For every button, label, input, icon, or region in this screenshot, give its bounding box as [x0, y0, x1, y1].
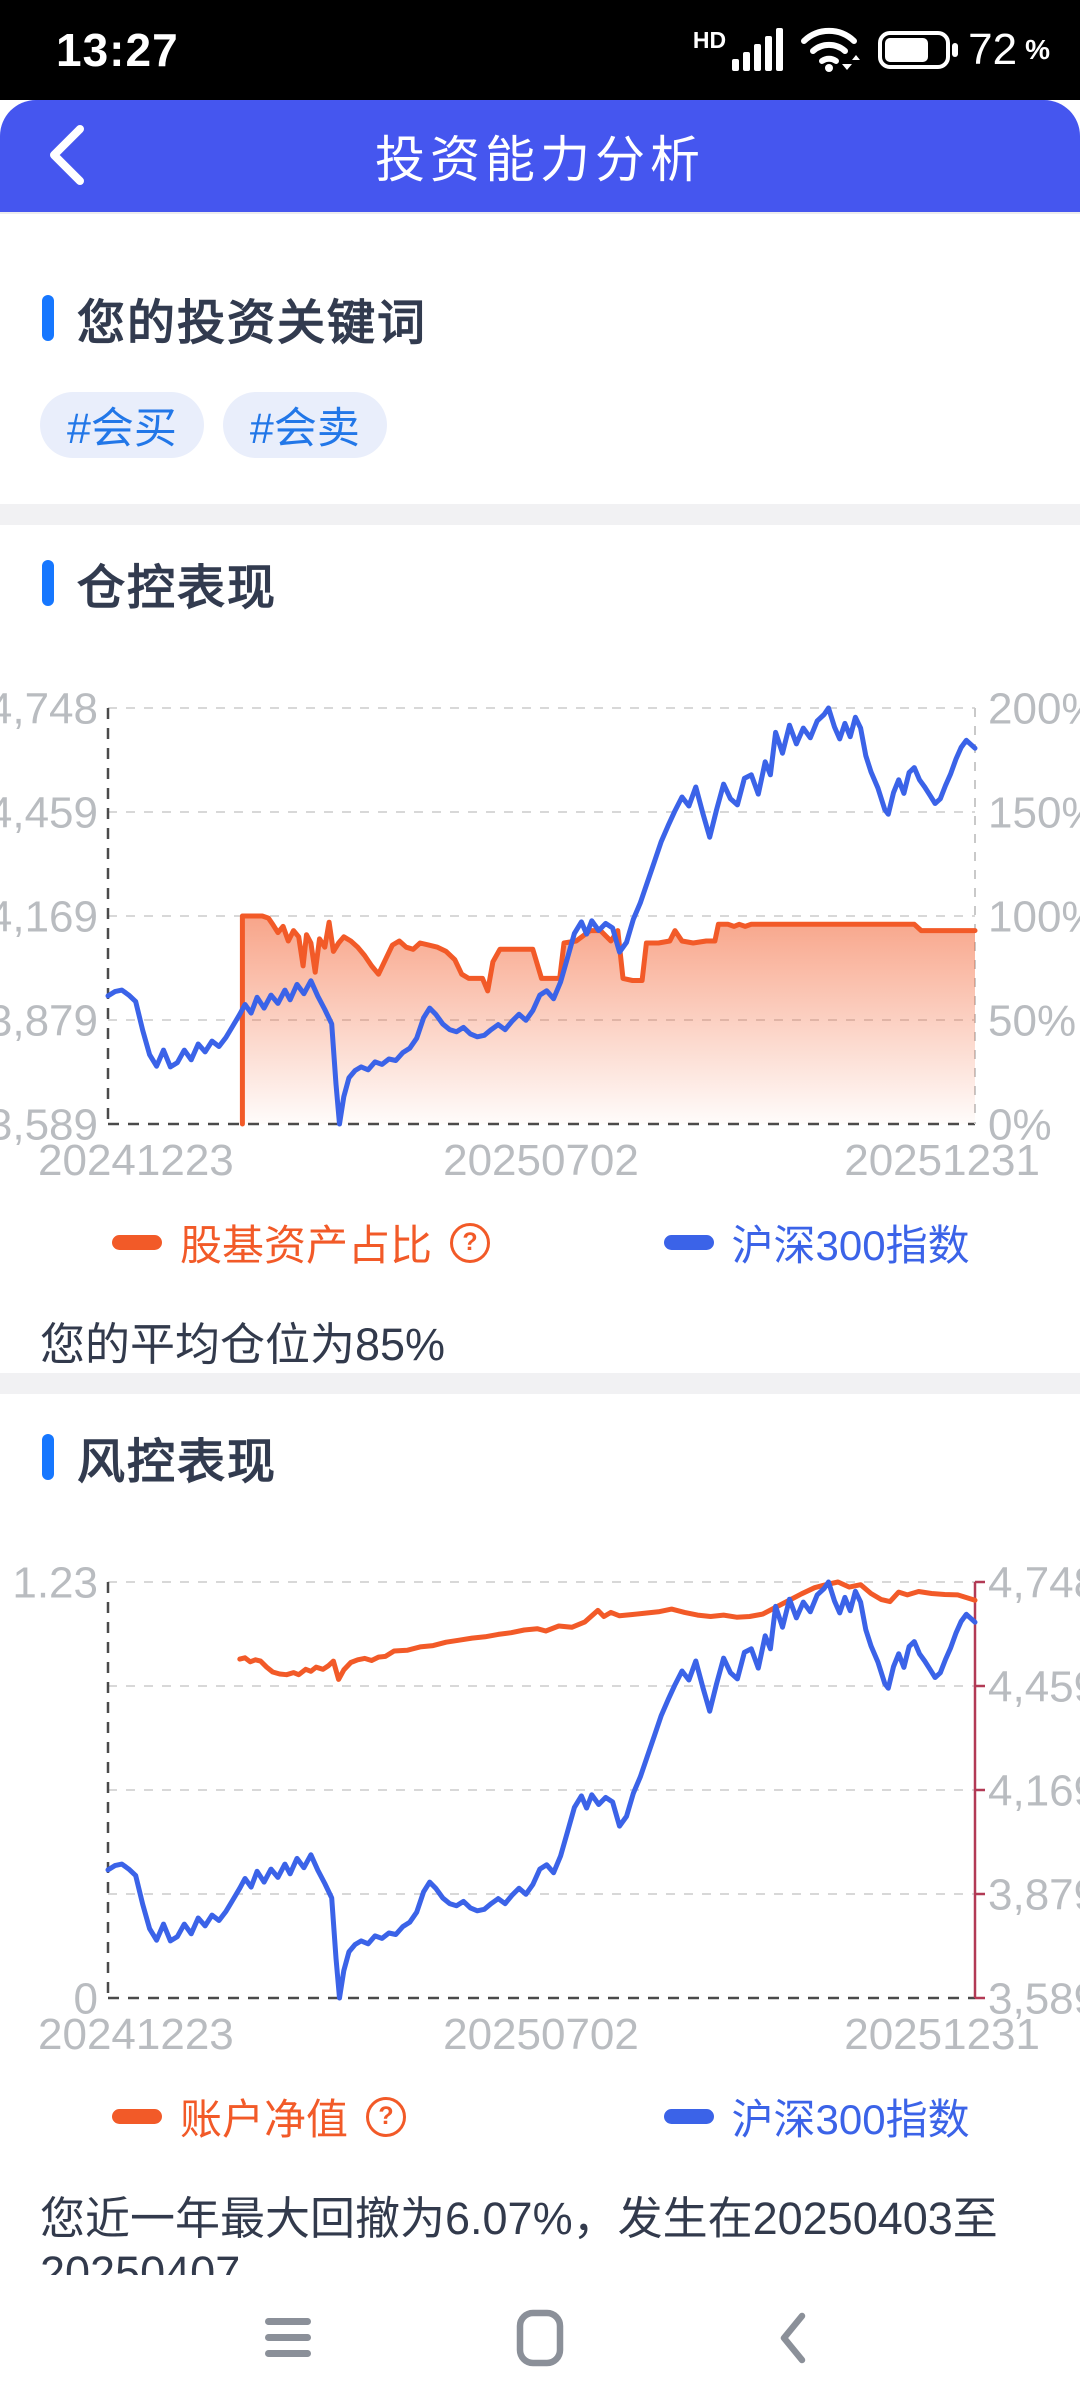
svg-text:20251231: 20251231 — [844, 1136, 1040, 1185]
svg-text:20250702: 20250702 — [443, 1136, 639, 1185]
legend-item: 股基资产占比? — [0, 1212, 529, 1273]
system-nav-bar — [0, 2275, 1080, 2400]
position-section: 仓控表现 4,748 4,459 4,169 3,879 3,589 200% 150% 10… — [0, 525, 1080, 1373]
position-heading: 仓控表现 — [42, 525, 1080, 618]
svg-text:0%: 0% — [988, 1100, 1052, 1149]
svg-text:4,459: 4,459 — [988, 1662, 1080, 1711]
svg-text:50%: 50% — [988, 996, 1076, 1045]
section-divider — [0, 1373, 1080, 1394]
menu-icon — [264, 2316, 312, 2363]
legend-dash-icon — [663, 2109, 714, 2124]
risk-section: 风控表现 1.23 0 4,748 4,459 4,169 3,879 3,589 20241… — [0, 1394, 1080, 2299]
keyword-tag-sell: #会卖 — [222, 392, 387, 458]
signal-icon — [732, 25, 784, 76]
nav-home-button[interactable] — [512, 2309, 568, 2369]
risk-heading: 风控表现 — [42, 1394, 1080, 1492]
status-time: 13:27 — [56, 24, 179, 76]
svg-text:3,879: 3,879 — [988, 1870, 1080, 1919]
position-chart-legend: 股基资产占比? 沪深300指数 — [0, 1212, 1080, 1273]
svg-text:1.23: 1.23 — [12, 1558, 98, 1607]
back-chevron-icon — [44, 123, 88, 190]
svg-text:100%: 100% — [988, 892, 1080, 941]
legend-label: 沪深300指数 — [731, 1222, 970, 1269]
svg-text:20250702: 20250702 — [443, 2010, 639, 2059]
risk-chart[interactable]: 1.23 0 4,748 4,459 4,169 3,879 3,589 20241223 20… — [0, 1554, 1080, 2059]
position-chart[interactable]: 4,748 4,459 4,169 3,879 3,589 200% 150% 100% 50%… — [0, 680, 1080, 1185]
hd-label: HD — [692, 26, 727, 53]
nav-back-button[interactable] — [764, 2309, 820, 2369]
keyword-tag-buy: #会买 — [40, 392, 204, 458]
keywords-section: 您的投资关键词 #会买 #会卖 — [0, 212, 1080, 504]
legend-item: 沪深300指数 — [529, 1212, 1080, 1273]
battery-percent-sign: % — [1025, 34, 1050, 65]
battery-icon — [878, 31, 959, 69]
svg-text:4,169: 4,169 — [0, 892, 98, 941]
heading-accent-bar — [42, 560, 54, 606]
legend-item: 账户净值? — [0, 2086, 529, 2147]
svg-text:150%: 150% — [988, 788, 1080, 837]
keywords-heading: 您的投资关键词 — [42, 212, 1080, 353]
position-note: 您的平均仓位为85% — [40, 1319, 446, 1370]
status-icons: HD — [693, 24, 1050, 77]
home-square-icon — [516, 2309, 564, 2370]
legend-dash-icon — [112, 2109, 162, 2124]
legend-label: 账户净值 — [180, 2096, 349, 2143]
heading-accent-bar — [42, 295, 54, 341]
svg-text:3,589: 3,589 — [0, 1100, 98, 1149]
section-divider — [0, 504, 1080, 525]
nav-menu-button[interactable] — [260, 2309, 316, 2369]
page-title: 投资能力分析 — [375, 132, 705, 188]
risk-chart-legend: 账户净值? 沪深300指数 — [0, 2086, 1080, 2147]
svg-text:4,169: 4,169 — [988, 1766, 1080, 1815]
svg-text:4,748: 4,748 — [988, 1558, 1080, 1607]
svg-text:20251231: 20251231 — [844, 2010, 1040, 2059]
battery-percent: 72 — [968, 25, 1018, 74]
keywords-title: 您的投资关键词 — [77, 297, 428, 350]
svg-text:4,459: 4,459 — [0, 788, 98, 837]
status-bar: 13:27 HD — [0, 0, 1080, 100]
svg-text:200%: 200% — [988, 684, 1080, 733]
app-header: 投资能力分析 — [0, 100, 1080, 212]
legend-label: 股基资产占比 — [180, 1222, 433, 1269]
svg-text:3,879: 3,879 — [0, 996, 98, 1045]
keyword-tags: #会买 #会卖 — [40, 392, 1080, 504]
legend-dash-icon — [663, 1235, 714, 1250]
help-icon[interactable]: ? — [450, 1222, 491, 1263]
wifi-icon — [800, 24, 862, 77]
battery-indicator: 72% — [878, 25, 1050, 75]
legend-dash-icon — [112, 1235, 162, 1250]
back-button[interactable] — [36, 124, 96, 188]
heading-accent-bar — [42, 1434, 54, 1480]
legend-label: 沪深300指数 — [731, 2096, 970, 2143]
position-title: 仓控表现 — [77, 562, 278, 615]
legend-item: 沪深300指数 — [529, 2086, 1080, 2147]
svg-text:20241223: 20241223 — [38, 2010, 234, 2059]
risk-title: 风控表现 — [77, 1436, 278, 1489]
help-icon[interactable]: ? — [366, 2096, 407, 2137]
risk-note: 您近一年最大回撤为6.07%，发生在20250403至20250407 — [40, 2193, 998, 2298]
svg-text:4,748: 4,748 — [0, 684, 98, 733]
svg-text:20241223: 20241223 — [38, 1136, 234, 1185]
svg-text:0: 0 — [74, 1974, 98, 2023]
svg-text:3,589: 3,589 — [988, 1974, 1080, 2023]
back-arrow-icon — [772, 2310, 812, 2369]
